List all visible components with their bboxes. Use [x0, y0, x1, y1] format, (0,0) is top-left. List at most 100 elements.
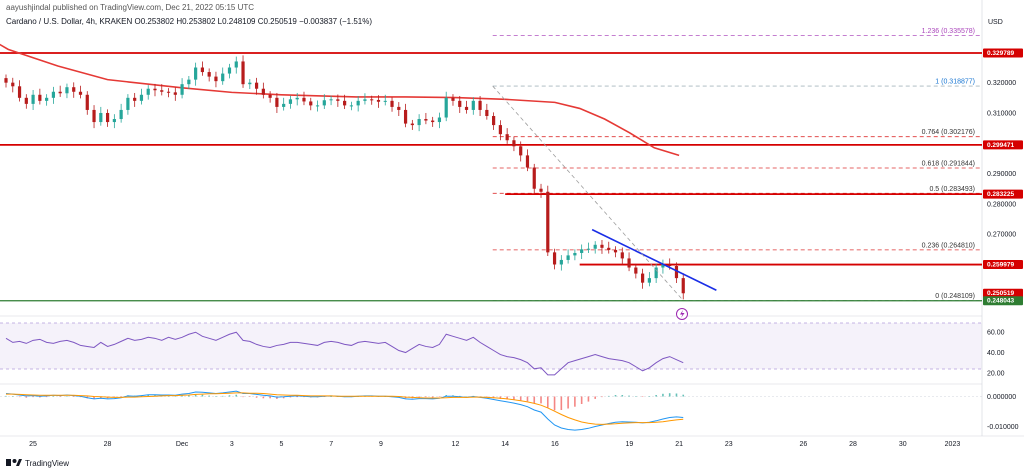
- price-tag-label: 0.250519: [987, 290, 1014, 297]
- candle-body: [363, 99, 367, 101]
- candle-body: [654, 267, 658, 279]
- candle-body: [627, 258, 631, 268]
- brand-name: TradingView: [25, 459, 69, 468]
- candle-body: [207, 72, 211, 77]
- price-tick-label: 0.280000: [987, 201, 1016, 208]
- publisher-line: aayushjindal published on TradingView.co…: [6, 3, 254, 12]
- candle-body: [424, 119, 428, 121]
- candle-body: [532, 167, 536, 189]
- time-tick-label: 5: [280, 441, 284, 448]
- price-tags: 0.329789 0.299471 0.283225 0.259979 0.250519…: [983, 48, 1023, 306]
- candle-body: [600, 244, 604, 248]
- symbol-line: Cardano / U.S. Dollar, 4h, KRAKEN O0.253…: [6, 17, 372, 26]
- macd-histogram-bar: [303, 396, 305, 398]
- candle-body: [390, 100, 394, 107]
- alert-target-icon[interactable]: [676, 308, 688, 320]
- macd-histogram-bar: [384, 396, 387, 397]
- candle-body: [417, 119, 421, 126]
- macd-histogram-bar: [601, 396, 603, 398]
- macd-histogram-bar: [438, 396, 441, 397]
- macd-histogram-bar: [93, 396, 95, 399]
- price-tag-label: 0.248043: [987, 298, 1014, 305]
- macd-histogram-bar: [607, 395, 610, 397]
- macd-histogram-bar: [648, 396, 651, 397]
- candle-body: [160, 90, 164, 92]
- macd-histogram-bar: [282, 396, 285, 399]
- price-tag: [983, 140, 1023, 150]
- moving-average: [0, 43, 680, 157]
- candle-body: [72, 87, 76, 92]
- macd-histogram-bar: [215, 396, 217, 397]
- price-tag: [983, 189, 1023, 199]
- candle-body: [146, 88, 150, 95]
- candle-body: [559, 259, 563, 265]
- candle-body: [586, 248, 591, 250]
- fib-level-label: 0.618 (0.291844): [922, 160, 975, 167]
- macd-pane: 0.000000 -0.010000: [0, 390, 1019, 431]
- macd-histogram-bar: [533, 396, 536, 404]
- candle-body: [180, 84, 184, 95]
- rsi-pane-band: [0, 323, 982, 369]
- candle-body: [607, 247, 611, 250]
- time-tick-label: 28: [104, 441, 112, 448]
- candle-body: [620, 252, 624, 259]
- price-tag-label: 0.259979: [987, 262, 1014, 269]
- macd-histogram-bar: [221, 395, 224, 397]
- candle-body: [519, 146, 523, 156]
- candle-body: [512, 140, 516, 147]
- candle-body: [397, 106, 401, 110]
- macd-histogram-bar: [621, 395, 624, 397]
- macd-histogram-bar: [330, 396, 332, 397]
- macd-histogram-bar: [357, 396, 359, 397]
- candle-body: [647, 278, 651, 283]
- macd-histogram-bar: [201, 394, 204, 397]
- candle-body: [410, 123, 414, 126]
- candle-body: [356, 100, 360, 106]
- macd-histogram-bar: [635, 396, 637, 397]
- candle-body: [11, 82, 15, 87]
- macd-histogram-bar: [242, 396, 244, 398]
- candle-body: [641, 273, 645, 283]
- macd-histogram-bar: [228, 395, 231, 397]
- candle-body: [668, 264, 672, 266]
- macd-histogram-bar: [18, 396, 21, 398]
- macd-histogram-bar: [72, 396, 75, 397]
- time-tick-label: 7: [329, 441, 333, 448]
- trendlines: [492, 85, 717, 301]
- candle-body: [674, 266, 679, 279]
- time-tick-label: 3: [230, 441, 234, 448]
- macd-histogram-bar: [655, 395, 657, 397]
- candle-body: [31, 94, 35, 104]
- candle-body: [634, 267, 638, 274]
- time-tick-label: 23: [725, 441, 733, 448]
- currency-label: USD: [988, 19, 1003, 26]
- macd-histogram-bar: [337, 396, 339, 397]
- macd-histogram-bar: [32, 396, 34, 398]
- macd-histogram-bar: [25, 396, 28, 398]
- macd-tick-label: 0.000000: [987, 394, 1016, 401]
- macd-histogram-bar: [120, 396, 122, 397]
- macd-histogram-bar: [458, 395, 461, 397]
- candle-body: [119, 109, 123, 120]
- price-axis-ticks: 0.320000 0.310000 0.290000 0.280000 0.270000: [987, 80, 1016, 239]
- macd-histogram-bar: [465, 396, 468, 397]
- price-tag: [983, 260, 1023, 270]
- time-tick-label: 12: [452, 441, 460, 448]
- macd-signal-line: [6, 392, 684, 425]
- candle-body: [254, 82, 259, 89]
- macd-histogram-bar: [208, 395, 210, 397]
- candle-body: [227, 67, 232, 74]
- macd-histogram-bar: [181, 395, 183, 397]
- macd-histogram-bar: [574, 396, 576, 407]
- price-tag-label: 0.329789: [987, 50, 1014, 57]
- candle-body: [370, 99, 374, 101]
- fib-level-label: 1 (0.318877): [935, 79, 975, 86]
- time-tick-label: 16: [551, 441, 559, 448]
- candle-body: [376, 99, 381, 102]
- macd-histogram-bar: [506, 396, 508, 400]
- time-tick-label: 28: [849, 441, 857, 448]
- candle-body: [248, 82, 252, 85]
- candle-body: [302, 97, 306, 102]
